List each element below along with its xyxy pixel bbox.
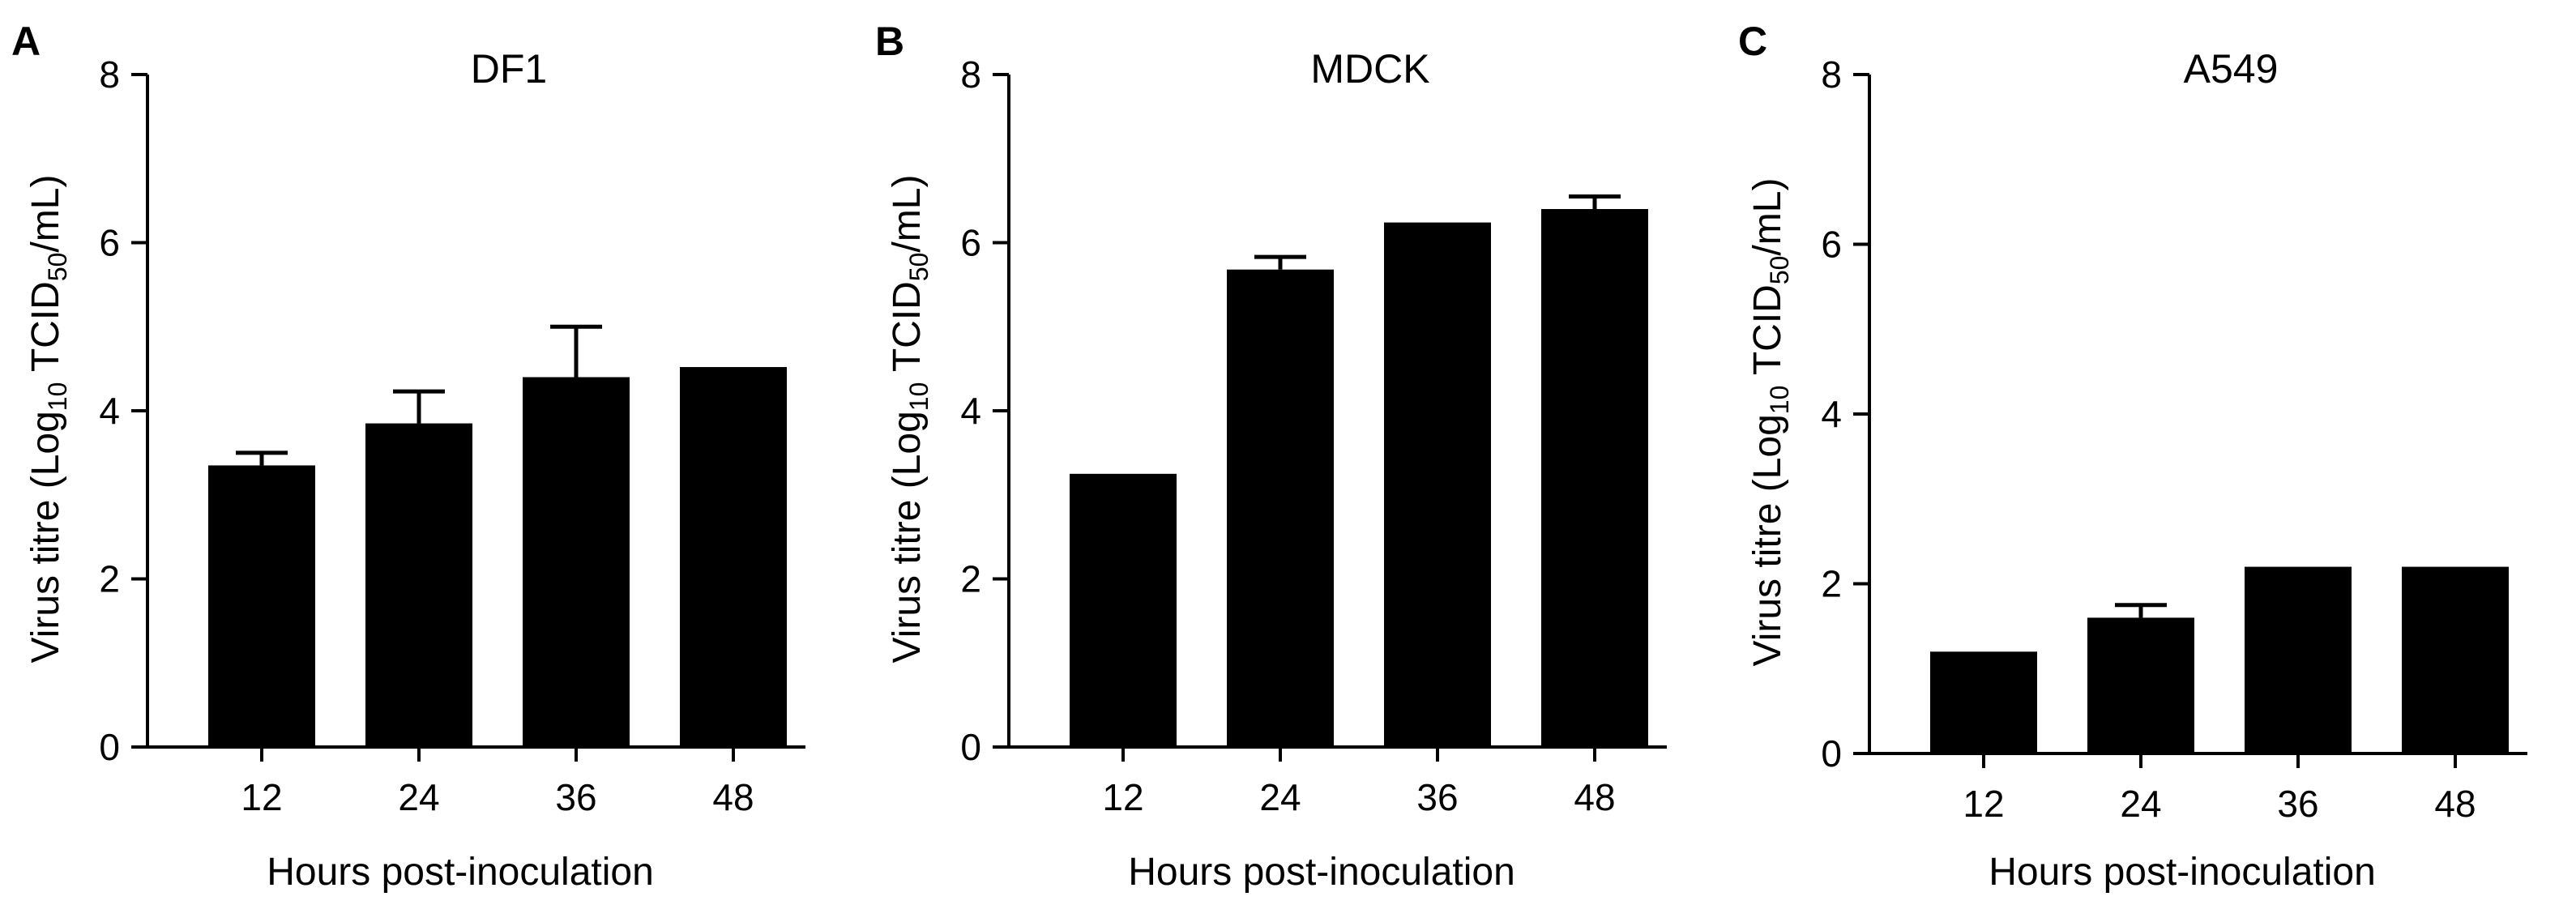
y-tick-label: 0 <box>99 726 120 768</box>
x-tick-label: 36 <box>2277 783 2318 825</box>
bar-48h <box>2402 566 2509 753</box>
x-tick-label: 12 <box>241 776 282 818</box>
y-axis-label-mid: TCID <box>24 281 67 382</box>
bar-48h <box>680 367 787 747</box>
panel-letter: B <box>875 19 904 64</box>
y-axis-label: Virus titre (Log10 TCID50/mL) <box>886 175 933 664</box>
chart-title: A549 <box>2184 46 2279 92</box>
y-axis-label: Virus titre (Log10 TCID50/mL) <box>24 175 72 664</box>
x-tick-label: 12 <box>1102 776 1143 818</box>
y-tick-label: 4 <box>99 390 120 432</box>
bar-36h <box>2245 566 2352 753</box>
x-axis-label: Hours post-inoculation <box>1989 851 2376 894</box>
bar-12h <box>1070 473 1177 747</box>
x-tick-label: 12 <box>1963 783 2004 825</box>
y-axis-label: Virus titre (Log10 TCID50/mL) <box>1746 178 1794 667</box>
chart-title: DF1 <box>471 46 547 92</box>
bar-36h <box>1384 222 1491 748</box>
y-tick-label: 6 <box>1821 224 1842 266</box>
y-tick-label: 6 <box>99 222 120 264</box>
bar-24h <box>2087 617 2194 753</box>
y-tick-label: 0 <box>1821 732 1842 775</box>
x-tick-label: 48 <box>712 776 754 818</box>
bar-36h <box>523 377 630 747</box>
y-tick-label: 8 <box>99 53 120 96</box>
y-axis-label-end: /mL) <box>886 175 929 253</box>
y-axis-label-main: Virus titre (Log <box>886 411 929 663</box>
y-tick-label: 2 <box>1821 563 1842 605</box>
x-tick-label: 48 <box>2434 783 2476 825</box>
y-axis-label-sub: 10 <box>904 382 933 412</box>
y-tick-label: 8 <box>960 53 981 96</box>
x-tick-label: 48 <box>1574 776 1615 818</box>
x-tick-label: 36 <box>1416 776 1458 818</box>
y-axis-label-sub2: 50 <box>1765 256 1794 285</box>
bar-24h <box>1227 269 1334 747</box>
y-tick-label: 6 <box>960 222 981 264</box>
x-tick-label: 24 <box>398 776 439 818</box>
x-tick-label: 24 <box>2120 783 2161 825</box>
panel-letter: C <box>1738 19 1767 64</box>
y-axis-label-main: Virus titre (Log <box>24 411 67 663</box>
bar-12h <box>208 465 315 747</box>
y-axis-label-end: /mL) <box>1746 178 1789 256</box>
y-axis-label-main: Virus titre (Log <box>1746 414 1789 666</box>
x-axis-label: Hours post-inoculation <box>267 851 654 894</box>
y-tick-label: 4 <box>960 390 981 432</box>
panel-letter: A <box>11 19 41 64</box>
y-axis-label-sub: 10 <box>1765 386 1794 415</box>
y-tick-label: 2 <box>960 558 981 600</box>
y-tick-label: 8 <box>1821 53 1842 96</box>
x-axis-label: Hours post-inoculation <box>1128 851 1515 894</box>
y-tick-label: 0 <box>960 726 981 768</box>
chart-title: MDCK <box>1310 46 1429 92</box>
x-tick-label: 24 <box>1259 776 1301 818</box>
bar-48h <box>1541 209 1648 747</box>
y-axis-label-mid: TCID <box>1746 284 1789 385</box>
y-axis-label-sub2: 50 <box>43 253 72 282</box>
y-tick-label: 2 <box>99 558 120 600</box>
y-axis-label-mid: TCID <box>886 281 929 382</box>
y-axis-label-sub: 10 <box>43 382 72 412</box>
y-axis-label-sub2: 50 <box>904 253 933 282</box>
y-axis-label-end: /mL) <box>24 175 67 253</box>
bar-12h <box>1930 651 2037 753</box>
bar-24h <box>365 423 472 747</box>
y-tick-label: 4 <box>1821 393 1842 435</box>
x-tick-label: 36 <box>555 776 596 818</box>
